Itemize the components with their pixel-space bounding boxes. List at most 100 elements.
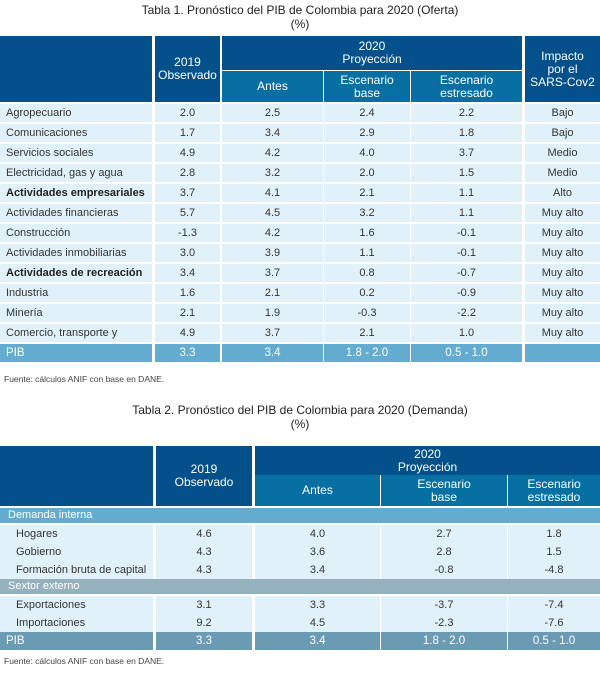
cell-antes: 3.6	[255, 543, 380, 561]
table-row: Agropecuario 2.0 2.5 2.4 2.2 Bajo	[0, 104, 600, 122]
table-row: Hogares 4.6 4.0 2.7 1.8	[0, 525, 600, 543]
cell-2019-observado: 2.0	[155, 104, 220, 122]
table2-header-2019: 2019 Observado	[156, 446, 252, 506]
header-esc-base-l1: Escenario	[340, 72, 394, 87]
table-row: Gobierno 4.3 3.6 2.8 1.5	[0, 543, 600, 561]
row-label: Agropecuario	[0, 104, 152, 122]
row-label: Gobierno	[0, 543, 153, 561]
cell-2019-observado: 3.7	[155, 184, 220, 202]
table1-title: Tabla 1. Pronóstico del PIB de Colombia …	[0, 3, 600, 31]
cell-impacto: Bajo	[525, 104, 600, 122]
table-row: Servicios sociales 4.9 4.2 4.0 3.7 Medio	[0, 144, 600, 162]
cell-escenario-base: 2.0	[324, 164, 410, 182]
cell-antes: 1.9	[222, 304, 323, 322]
header-year-2020: 2020	[414, 446, 441, 461]
cell-escenario-base: 1.8 - 2.0	[324, 344, 410, 362]
cell-escenario-estresado: 2.2	[411, 104, 522, 122]
section-header: Demanda interna	[0, 508, 600, 523]
cell-antes: 3.4	[222, 344, 323, 362]
cell-escenario-estresado: -0.1	[411, 224, 522, 242]
cell-escenario-estresado: 1.8	[411, 124, 522, 142]
cell-escenario-estresado: -4.8	[508, 561, 600, 579]
header-impacto-l2: por el	[547, 61, 578, 76]
cell-impacto: Muy alto	[525, 224, 600, 242]
row-label: Exportaciones	[0, 596, 153, 614]
table-row: Electricidad, gas y agua 2.8 3.2 2.0 1.5 Medi…	[0, 164, 600, 182]
cell-escenario-base: 0.2	[324, 284, 410, 302]
table-row-pib-total: PIB 3.3 3.4 1.8 - 2.0 0.5 - 1.0	[0, 632, 600, 650]
cell-antes: 3.9	[222, 244, 323, 262]
table2-corner-header	[0, 446, 153, 506]
cell-2019-observado: 4.9	[155, 324, 220, 342]
table2-title-text: Tabla 2. Pronóstico del PIB de Colombia …	[132, 403, 468, 417]
cell-escenario-estresado: 1.5	[508, 543, 600, 561]
cell-impacto: Muy alto	[525, 324, 600, 342]
cell-impacto: Alto	[525, 184, 600, 202]
cell-impacto	[525, 344, 600, 362]
table-row: Actividades de recreación 3.4 3.7 0.8 -0.7 Mu…	[0, 264, 600, 282]
header-esc-estr-l1: Escenario	[527, 476, 581, 491]
cell-escenario-estresado: 0.5 - 1.0	[411, 344, 522, 362]
row-label: Electricidad, gas y agua	[0, 164, 152, 182]
cell-escenario-estresado: -0.1	[411, 244, 522, 262]
cell-escenario-base: 2.9	[324, 124, 410, 142]
header-antes-text: Antes	[302, 483, 333, 497]
cell-escenario-base: 2.7	[381, 525, 507, 543]
cell-escenario-estresado: 1.5	[411, 164, 522, 182]
table-row: Exportaciones 3.1 3.3 -3.7 -7.4	[0, 596, 600, 614]
cell-antes: 4.2	[222, 144, 323, 162]
cell-antes: 3.4	[255, 561, 380, 579]
header-observed: Observado	[174, 475, 234, 489]
cell-2019-observado: 3.4	[155, 264, 220, 282]
cell-escenario-estresado: -7.4	[508, 596, 600, 614]
table-row: Actividades inmobiliarias 3.0 3.9 1.1 -0.1 Mu…	[0, 244, 600, 262]
cell-escenario-base: -3.7	[381, 596, 507, 614]
table1-corner-header	[0, 36, 152, 102]
cell-escenario-estresado: 1.8	[508, 525, 600, 543]
row-label: Hogares	[0, 525, 153, 543]
row-label: Actividades empresariales	[0, 184, 152, 202]
table2-unit: (%)	[290, 417, 310, 431]
row-label: Minería	[0, 304, 152, 322]
cell-escenario-base: 2.1	[324, 324, 410, 342]
row-label: PIB	[0, 344, 152, 362]
table2-header-esc-estresado: Escenario estresado	[508, 475, 600, 506]
cell-antes: 4.5	[222, 204, 323, 222]
table1-header-esc-estresado: Escenario estresado	[411, 71, 522, 102]
table-row: Actividades empresariales 3.7 4.1 2.1 1.1 Alt…	[0, 184, 600, 202]
cell-antes: 3.7	[222, 264, 323, 282]
row-label: PIB	[0, 632, 153, 650]
cell-escenario-base: 2.1	[324, 184, 410, 202]
header-impacto-l1: Impacto	[541, 48, 584, 63]
cell-antes: 4.1	[222, 184, 323, 202]
cell-escenario-base: 1.6	[324, 224, 410, 242]
table2-header-esc-base: Escenario base	[381, 475, 507, 506]
cell-2019-observado: 1.7	[155, 124, 220, 142]
cell-escenario-base: -0.3	[324, 304, 410, 322]
header-observed: Observado	[158, 68, 217, 82]
cell-escenario-estresado: 3.7	[411, 144, 522, 162]
cell-2019-observado: 3.1	[156, 596, 252, 614]
cell-escenario-base: 0.8	[324, 264, 410, 282]
cell-antes: 2.5	[222, 104, 323, 122]
cell-2019-observado: 4.3	[156, 543, 252, 561]
table1-header-antes: Antes	[222, 71, 323, 102]
header-esc-base-l1: Escenario	[417, 476, 471, 491]
table-row: Minería 2.1 1.9 -0.3 -2.2 Muy alto	[0, 304, 600, 322]
header-esc-base-l2: base	[353, 85, 381, 100]
table1-title-text: Tabla 1. Pronóstico del PIB de Colombia …	[141, 3, 459, 17]
row-label: Actividades de recreación	[0, 264, 152, 282]
header-esc-base-l2: base	[430, 489, 458, 504]
cell-antes: 3.2	[222, 164, 323, 182]
cell-escenario-estresado: 1.1	[411, 204, 522, 222]
table-row: Comercio, transporte y turismo4.93.72.11…	[0, 324, 600, 357]
cell-antes: 3.4	[222, 124, 323, 142]
table1-header-impacto: Impacto por el SARS-Cov2	[525, 36, 600, 102]
header-esc-estr-l2: estresado	[440, 85, 493, 100]
table2-source: Fuente: cálculos ANIF con base en DANE.	[4, 656, 165, 666]
cell-escenario-estresado: -2.2	[411, 304, 522, 322]
header-esc-estr-l1: Escenario	[439, 72, 494, 87]
table-row: Comunicaciones 1.7 3.4 2.9 1.8 Bajo	[0, 124, 600, 142]
row-label: Importaciones	[0, 614, 153, 632]
table-row: Importaciones 9.2 4.5 -2.3 -7.6	[0, 614, 600, 632]
